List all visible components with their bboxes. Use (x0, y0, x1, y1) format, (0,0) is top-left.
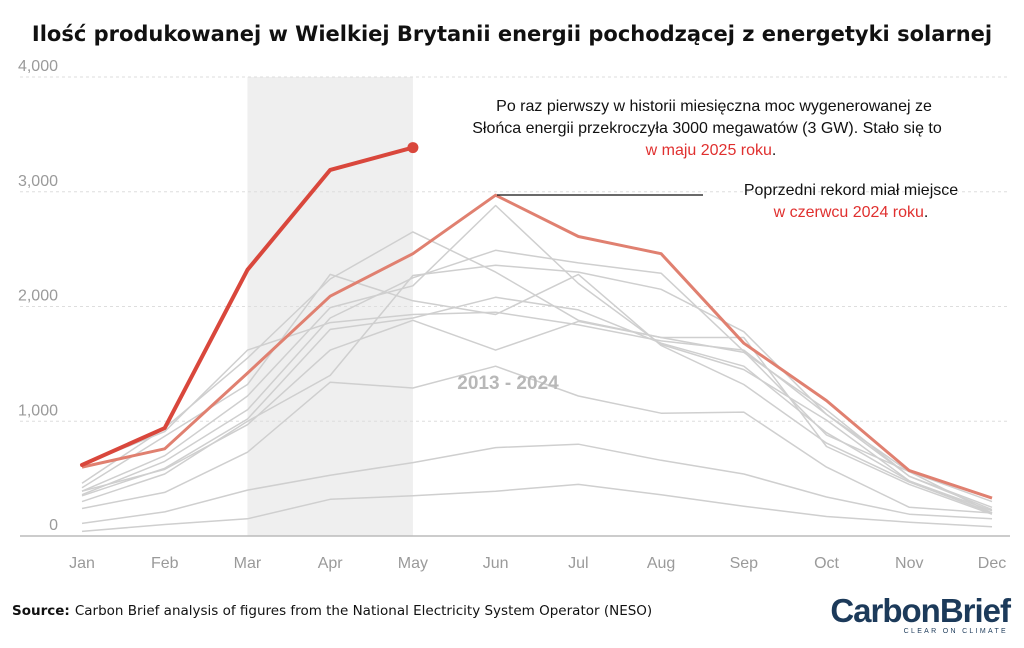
annotation-2024-line1: Poprzedni rekord miał miejsce (744, 182, 958, 199)
history-line (81, 365, 993, 514)
x-axis-ticks: Jan Feb Mar Apr May Jun Jul Aug Sep Oct Nov Dec (69, 555, 1006, 572)
range-label: 2013 - 2024 (457, 373, 559, 394)
x-tick-label: Aug (647, 555, 675, 572)
annotation-2025-line2: Słońca energii przekroczyła 3000 megawat… (472, 120, 942, 137)
history-line (81, 273, 993, 514)
x-tick-label: Jul (568, 555, 588, 572)
annotation-2024-dot: . (924, 204, 928, 221)
x-tick-label: Jun (483, 555, 509, 572)
annotation-2024: Poprzedni rekord miał miejsce w czerwcu … (744, 182, 958, 221)
annotation-2024-line2: w czerwcu 2024 roku. (773, 204, 929, 221)
annotation-2025-dot: . (772, 142, 776, 159)
annotation-2025-line1: Po raz pierwszy w historii miesięczna mo… (496, 98, 932, 115)
chart-title: Ilość produkowanej w Wielkiej Brytanii e… (32, 22, 992, 46)
history-line (81, 231, 993, 509)
history-line (81, 319, 993, 515)
y-tick-label: 2,000 (18, 288, 58, 305)
source-note: Source: Carbon Brief analysis of figures … (12, 603, 652, 619)
x-tick-label: Dec (978, 555, 1006, 572)
carbonbrief-logo: CarbonBrief CLEAR ON CLIMATE (830, 592, 1013, 635)
history-line (81, 443, 993, 525)
source-label: Source: (12, 603, 70, 619)
logo-tagline: CLEAR ON CLIMATE (904, 628, 1008, 635)
x-tick-label: Sep (730, 555, 759, 572)
highlight-series (80, 142, 993, 500)
line-2024 (81, 193, 993, 500)
y-axis-ticks: 0 1,000 2,000 3,000 4,000 (18, 58, 58, 534)
history-series (81, 204, 993, 533)
x-tick-label: Oct (814, 555, 839, 572)
y-tick-label: 1,000 (18, 402, 58, 419)
x-tick-label: Nov (895, 555, 923, 572)
line-2025-endpoint (407, 142, 419, 154)
x-tick-label: Apr (318, 555, 344, 572)
history-line (81, 483, 993, 533)
x-tick-label: Jan (69, 555, 95, 572)
annotation-2024-date: w czerwcu 2024 roku (773, 204, 924, 221)
x-tick-label: Feb (151, 555, 179, 572)
history-line (81, 264, 993, 511)
history-line (81, 311, 993, 503)
gridlines (20, 76, 1010, 537)
y-tick-label: 4,000 (18, 58, 58, 75)
source-text: Carbon Brief analysis of figures from th… (75, 603, 652, 619)
history-line (81, 204, 993, 514)
x-tick-label: May (398, 555, 428, 572)
y-tick-label: 0 (49, 517, 58, 534)
annotation-2025: Po raz pierwszy w historii miesięczna mo… (472, 98, 942, 159)
history-line (81, 296, 993, 512)
x-tick-label: Mar (234, 555, 262, 572)
line-2025 (80, 145, 415, 467)
annotation-2025-date: w maju 2025 roku (645, 142, 772, 159)
annotation-2025-line3: w maju 2025 roku. (645, 142, 777, 159)
logo-wordmark: CarbonBrief (830, 592, 1012, 629)
y-tick-label: 3,000 (18, 173, 58, 190)
